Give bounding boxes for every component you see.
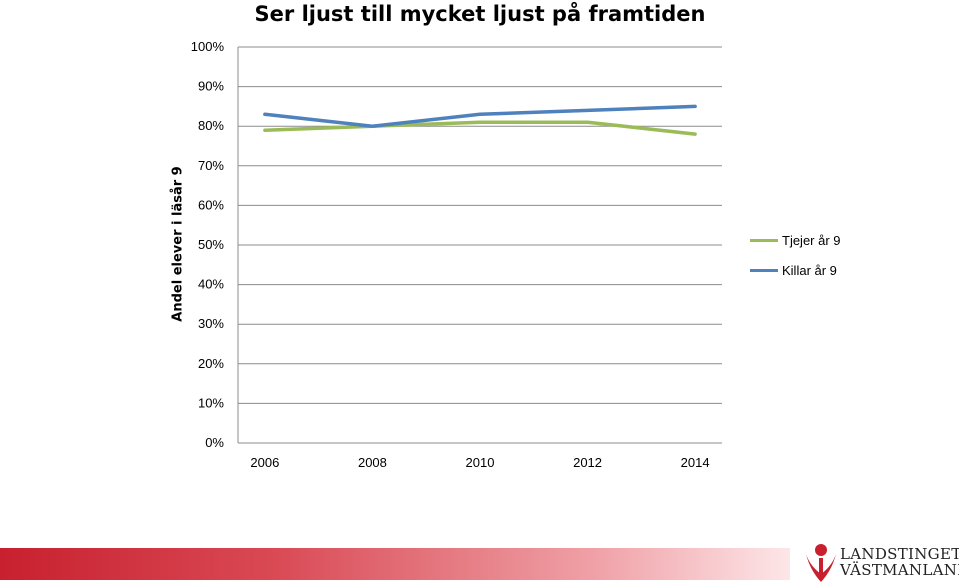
gridlines bbox=[237, 46, 722, 444]
legend-swatch-tjejer bbox=[750, 239, 778, 242]
y-tick-label: 60% bbox=[198, 197, 224, 212]
y-tick-label: 20% bbox=[198, 356, 224, 371]
y-tick-label: 90% bbox=[198, 79, 224, 94]
y-tick-label: 80% bbox=[198, 118, 224, 133]
logo-emblem-icon bbox=[806, 544, 836, 582]
x-tick-labels: 2006 2008 2010 2012 2014 bbox=[250, 455, 709, 470]
legend-label-killar: Killar år 9 bbox=[782, 263, 837, 278]
x-tick-label: 2006 bbox=[250, 455, 279, 470]
logo-text-line1: LANDSTINGET bbox=[840, 545, 959, 563]
y-tick-label: 70% bbox=[198, 158, 224, 173]
chart-title: Ser ljust till mycket ljust på framtiden bbox=[254, 2, 706, 26]
legend-swatch-killar bbox=[750, 269, 778, 272]
series-lines bbox=[263, 104, 697, 136]
x-tick-label: 2010 bbox=[466, 455, 495, 470]
logo-text-line2: VÄSTMANLAND bbox=[840, 561, 959, 579]
series-line-1 bbox=[263, 104, 697, 128]
legend-label-tjejer: Tjejer år 9 bbox=[782, 233, 841, 248]
landstinget-vastmanland-logo: LANDSTINGET VÄSTMANLAND bbox=[800, 540, 959, 584]
y-tick-label: 50% bbox=[198, 237, 224, 252]
y-tick-label: 40% bbox=[198, 277, 224, 292]
x-tick-label: 2008 bbox=[358, 455, 387, 470]
series-line-0 bbox=[263, 120, 697, 136]
y-tick-label: 30% bbox=[198, 316, 224, 331]
y-tick-label: 0% bbox=[205, 435, 224, 450]
logo-text: LANDSTINGET VÄSTMANLAND bbox=[840, 546, 959, 578]
y-tick-labels: 0% 10% 20% 30% 40% 50% 60% 70% 80% 90% 100% bbox=[191, 39, 225, 450]
footer-band bbox=[0, 548, 790, 580]
x-tick-label: 2012 bbox=[573, 455, 602, 470]
y-tick-label: 10% bbox=[198, 395, 224, 410]
x-tick-label: 2014 bbox=[681, 455, 710, 470]
y-tick-label: 100% bbox=[191, 39, 225, 54]
